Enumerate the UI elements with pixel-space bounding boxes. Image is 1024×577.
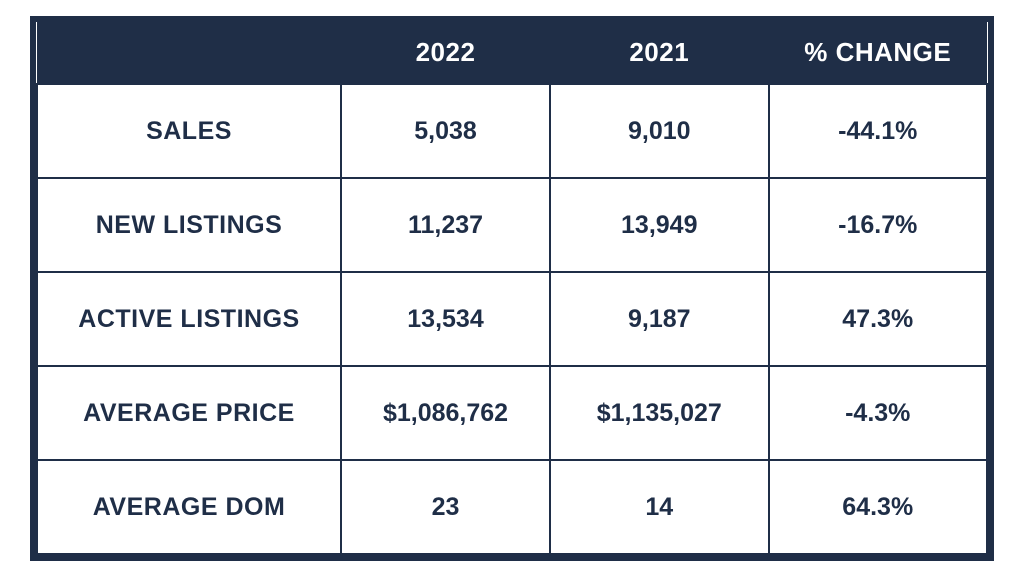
cell-2022: 13,534 [341, 272, 550, 366]
table-header: 2022 2021 % CHANGE [37, 22, 987, 84]
cell-2022: 23 [341, 460, 550, 554]
cell-2021: 13,949 [550, 178, 769, 272]
table-row: SALES 5,038 9,010 -44.1% [37, 84, 987, 178]
cell-2021: 9,187 [550, 272, 769, 366]
header-pct-change: % CHANGE [769, 22, 988, 84]
table-row: NEW LISTINGS 11,237 13,949 -16.7% [37, 178, 987, 272]
header-blank [37, 22, 341, 84]
row-label: ACTIVE LISTINGS [37, 272, 341, 366]
row-label: SALES [37, 84, 341, 178]
cell-pct: 47.3% [769, 272, 988, 366]
row-label: AVERAGE DOM [37, 460, 341, 554]
header-2022: 2022 [341, 22, 550, 84]
cell-2022: 5,038 [341, 84, 550, 178]
row-label: NEW LISTINGS [37, 178, 341, 272]
row-label: AVERAGE PRICE [37, 366, 341, 460]
stats-table-container: 2022 2021 % CHANGE SALES 5,038 9,010 -44… [30, 16, 994, 561]
table-row: ACTIVE LISTINGS 13,534 9,187 47.3% [37, 272, 987, 366]
table-row: AVERAGE DOM 23 14 64.3% [37, 460, 987, 554]
cell-2021: 14 [550, 460, 769, 554]
cell-pct: 64.3% [769, 460, 988, 554]
cell-pct: -44.1% [769, 84, 988, 178]
cell-2021: 9,010 [550, 84, 769, 178]
cell-2022: 11,237 [341, 178, 550, 272]
cell-pct: -4.3% [769, 366, 988, 460]
table-row: AVERAGE PRICE $1,086,762 $1,135,027 -4.3… [37, 366, 987, 460]
cell-2022: $1,086,762 [341, 366, 550, 460]
header-2021: 2021 [550, 22, 769, 84]
cell-2021: $1,135,027 [550, 366, 769, 460]
table-body: SALES 5,038 9,010 -44.1% NEW LISTINGS 11… [37, 84, 987, 554]
cell-pct: -16.7% [769, 178, 988, 272]
stats-table: 2022 2021 % CHANGE SALES 5,038 9,010 -44… [36, 22, 988, 555]
